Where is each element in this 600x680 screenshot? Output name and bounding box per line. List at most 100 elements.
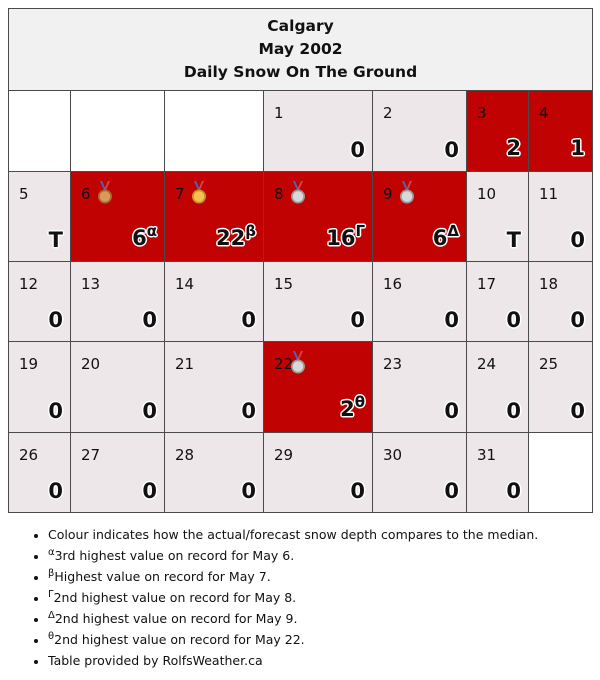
note-marker: β <box>48 568 55 579</box>
snow-depth-value: 0 <box>350 310 365 331</box>
snow-depth-value: 2 <box>506 135 521 160</box>
snow-depth-number: 16 <box>326 225 356 250</box>
day-number: 3 <box>477 104 487 123</box>
note-text: Table provided by RolfsWeather.ca <box>48 653 263 668</box>
day-cell: 20 0 <box>70 341 165 433</box>
record-marker: Γ <box>355 221 365 240</box>
week-row-3: 12 0 13 0 14 0 15 0 16 0 17 0 18 0 <box>8 260 594 343</box>
snow-depth-number: 0 <box>570 227 586 252</box>
snow-depth-value: 1 <box>570 135 586 160</box>
day-number: 15 <box>274 274 294 293</box>
snow-depth-number: 0 <box>142 398 157 423</box>
day-number: 10 <box>477 184 497 203</box>
snow-depth-number: 0 <box>241 308 256 333</box>
day-number: 22 <box>274 355 294 374</box>
day-cell: 6 6α <box>70 170 165 262</box>
snow-depth-value: 0 <box>241 481 256 502</box>
snow-depth-value: 0 <box>444 310 459 331</box>
note-item: α3rd highest value on record for May 6. <box>48 545 538 566</box>
snow-depth-value: 0 <box>444 481 459 502</box>
day-cell: 16 0 <box>372 260 467 343</box>
note-item: Γ2nd highest value on record for May 8. <box>48 587 538 608</box>
snow-depth-number: 0 <box>444 308 459 333</box>
day-number: 17 <box>477 274 497 293</box>
medal-icon <box>400 180 414 204</box>
snow-depth-number: 0 <box>506 308 521 333</box>
snow-depth-number: 0 <box>48 308 63 333</box>
week-row-4: 19 0 20 0 21 0 22 2θ 23 0 24 0 25 0 <box>8 341 594 433</box>
day-cell: 7 22β <box>164 170 264 262</box>
snow-depth-number: 0 <box>350 137 365 162</box>
snow-depth-value: 22β <box>216 223 256 249</box>
day-cell: 25 0 <box>527 341 594 433</box>
snow-depth-value: 0 <box>444 137 459 162</box>
month-title: May 2002 <box>258 40 343 59</box>
day-cell: 31 0 <box>466 431 529 514</box>
day-cell: 23 0 <box>372 341 467 433</box>
snow-depth-number: 0 <box>444 137 459 162</box>
snow-depth-value: 0 <box>48 481 63 502</box>
note-item: Δ2nd highest value on record for May 9. <box>48 608 538 629</box>
medal-icon <box>291 351 305 374</box>
note-item: θ2nd highest value on record for May 22. <box>48 629 538 650</box>
snow-depth-number: 0 <box>506 398 521 423</box>
snow-depth-number: 1 <box>570 135 586 160</box>
day-cell: 28 0 <box>164 431 264 514</box>
notes-list: Colour indicates how the actual/forecast… <box>0 524 538 671</box>
note-text: Colour indicates how the actual/forecast… <box>48 527 539 542</box>
day-number: 2 <box>383 104 393 123</box>
day-number: 31 <box>477 445 497 464</box>
note-text: 2nd highest value on record for May 9. <box>54 611 298 626</box>
day-cell: 18 0 <box>527 260 594 343</box>
day-number: 6 <box>81 184 91 203</box>
snow-depth-number: 0 <box>350 479 365 503</box>
day-number: 30 <box>383 445 403 464</box>
snow-depth-value: 0 <box>48 310 63 331</box>
snow-depth-number: 2 <box>506 135 521 160</box>
snow-depth-value: 0 <box>48 398 63 423</box>
day-number: 14 <box>175 274 195 293</box>
note-marker: Δ <box>48 610 55 621</box>
snow-depth-value: 0 <box>142 481 157 502</box>
snow-depth-value: 0 <box>506 310 521 331</box>
snow-depth-value: 16Γ <box>326 223 365 250</box>
day-number: 23 <box>383 355 403 374</box>
medal-icon <box>192 180 206 204</box>
snow-depth-value: 0 <box>241 310 256 331</box>
empty-cell <box>527 431 594 514</box>
day-number: 27 <box>81 445 101 464</box>
snow-depth-number: 0 <box>350 308 365 333</box>
snow-depth-number: 0 <box>48 398 63 423</box>
empty-cell <box>8 90 71 172</box>
day-cell: 27 0 <box>70 431 165 514</box>
week-row-5: 26 0 27 0 28 0 29 0 30 0 31 0 <box>8 431 594 514</box>
snow-depth-value: 0 <box>241 400 256 422</box>
snow-depth-number: 0 <box>570 308 586 333</box>
snow-depth-value: 0 <box>570 310 585 331</box>
note-marker: θ <box>48 631 55 642</box>
snow-depth-value: 0 <box>142 398 157 423</box>
record-marker: β <box>245 221 256 240</box>
medal-icon <box>291 180 305 204</box>
day-number: 8 <box>274 184 284 203</box>
day-number: 9 <box>383 184 393 203</box>
medal-icon <box>98 180 112 204</box>
snow-depth-value: 6Δ <box>433 223 459 249</box>
snow-depth-value: T <box>49 229 63 251</box>
day-cell: 9 6Δ <box>372 170 467 262</box>
snow-depth-number: 0 <box>444 398 459 423</box>
snow-depth-number: 0 <box>142 308 157 333</box>
snow-depth-number: 6 <box>132 225 147 250</box>
day-cell: 11 0 <box>527 170 594 262</box>
day-cell: 12 0 <box>8 260 71 343</box>
day-number: 25 <box>539 355 559 374</box>
day-number: 1 <box>274 104 284 123</box>
snow-depth-value: 2θ <box>340 394 365 420</box>
calendar-header: Calgary May 2002 Daily Snow On The Groun… <box>7 7 594 92</box>
